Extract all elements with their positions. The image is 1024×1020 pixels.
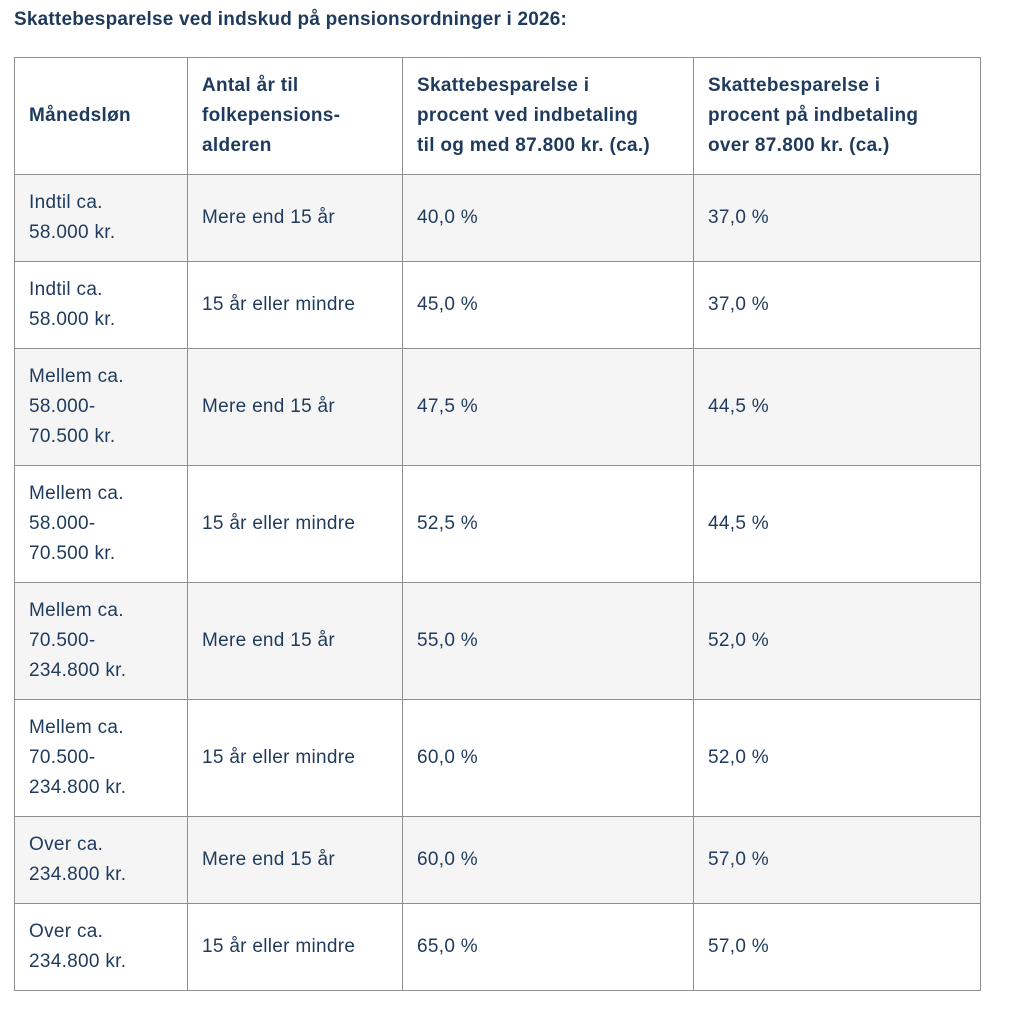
cell-savings-above-threshold: 44,5 %: [693, 465, 981, 583]
table-row: Mellem ca. 70.500- 234.800 kr. Mere end …: [14, 582, 981, 700]
cell-monthly-salary: Indtil ca. 58.000 kr.: [14, 261, 188, 349]
table-row: Indtil ca. 58.000 kr. Mere end 15 år 40,…: [14, 174, 981, 262]
cell-savings-above-threshold: 52,0 %: [693, 699, 981, 817]
page-title: Skattebesparelse ved indskud på pensions…: [14, 9, 568, 30]
cell-years-to-pension-age: 15 år eller mindre: [187, 465, 403, 583]
cell-monthly-salary: Over ca. 234.800 kr.: [14, 816, 188, 904]
cell-monthly-salary: Mellem ca. 58.000- 70.500 kr.: [14, 465, 188, 583]
cell-savings-up-to-threshold: 40,0 %: [402, 174, 694, 262]
cell-years-to-pension-age: Mere end 15 år: [187, 816, 403, 904]
cell-monthly-salary: Mellem ca. 58.000- 70.500 kr.: [14, 348, 188, 466]
cell-savings-above-threshold: 37,0 %: [693, 174, 981, 262]
cell-savings-above-threshold: 57,0 %: [693, 903, 981, 991]
cell-monthly-salary: Mellem ca. 70.500- 234.800 kr.: [14, 699, 188, 817]
pension-tax-savings-table: Månedsløn Antal år til folkepensions- al…: [14, 57, 981, 991]
cell-years-to-pension-age: Mere end 15 år: [187, 582, 403, 700]
cell-savings-up-to-threshold: 45,0 %: [402, 261, 694, 349]
cell-monthly-salary: Over ca. 234.800 kr.: [14, 903, 188, 991]
table-row: Mellem ca. 58.000- 70.500 kr. 15 år elle…: [14, 465, 981, 583]
column-header-savings-up-to-threshold: Skattebesparelse i procent ved indbetali…: [402, 57, 694, 175]
cell-savings-above-threshold: 52,0 %: [693, 582, 981, 700]
cell-savings-above-threshold: 57,0 %: [693, 816, 981, 904]
cell-savings-up-to-threshold: 60,0 %: [402, 816, 694, 904]
column-header-savings-above-threshold: Skattebesparelse i procent på indbetalin…: [693, 57, 981, 175]
cell-years-to-pension-age: 15 år eller mindre: [187, 699, 403, 817]
table-row: Indtil ca. 58.000 kr. 15 år eller mindre…: [14, 261, 981, 349]
cell-years-to-pension-age: 15 år eller mindre: [187, 261, 403, 349]
cell-years-to-pension-age: Mere end 15 år: [187, 348, 403, 466]
cell-years-to-pension-age: Mere end 15 år: [187, 174, 403, 262]
cell-savings-up-to-threshold: 55,0 %: [402, 582, 694, 700]
column-header-years-to-pension-age: Antal år til folkepensions- alderen: [187, 57, 403, 175]
cell-savings-above-threshold: 37,0 %: [693, 261, 981, 349]
cell-years-to-pension-age: 15 år eller mindre: [187, 903, 403, 991]
column-header-monthly-salary: Månedsløn: [14, 57, 188, 175]
cell-monthly-salary: Mellem ca. 70.500- 234.800 kr.: [14, 582, 188, 700]
header-row: Månedsløn Antal år til folkepensions- al…: [14, 57, 981, 175]
cell-savings-above-threshold: 44,5 %: [693, 348, 981, 466]
cell-savings-up-to-threshold: 52,5 %: [402, 465, 694, 583]
cell-savings-up-to-threshold: 65,0 %: [402, 903, 694, 991]
cell-savings-up-to-threshold: 47,5 %: [402, 348, 694, 466]
cell-monthly-salary: Indtil ca. 58.000 kr.: [14, 174, 188, 262]
table-row: Over ca. 234.800 kr. Mere end 15 år 60,0…: [14, 816, 981, 904]
table-row: Over ca. 234.800 kr. 15 år eller mindre …: [14, 903, 981, 991]
table-row: Mellem ca. 70.500- 234.800 kr. 15 år ell…: [14, 699, 981, 817]
cell-savings-up-to-threshold: 60,0 %: [402, 699, 694, 817]
table-row: Mellem ca. 58.000- 70.500 kr. Mere end 1…: [14, 348, 981, 466]
